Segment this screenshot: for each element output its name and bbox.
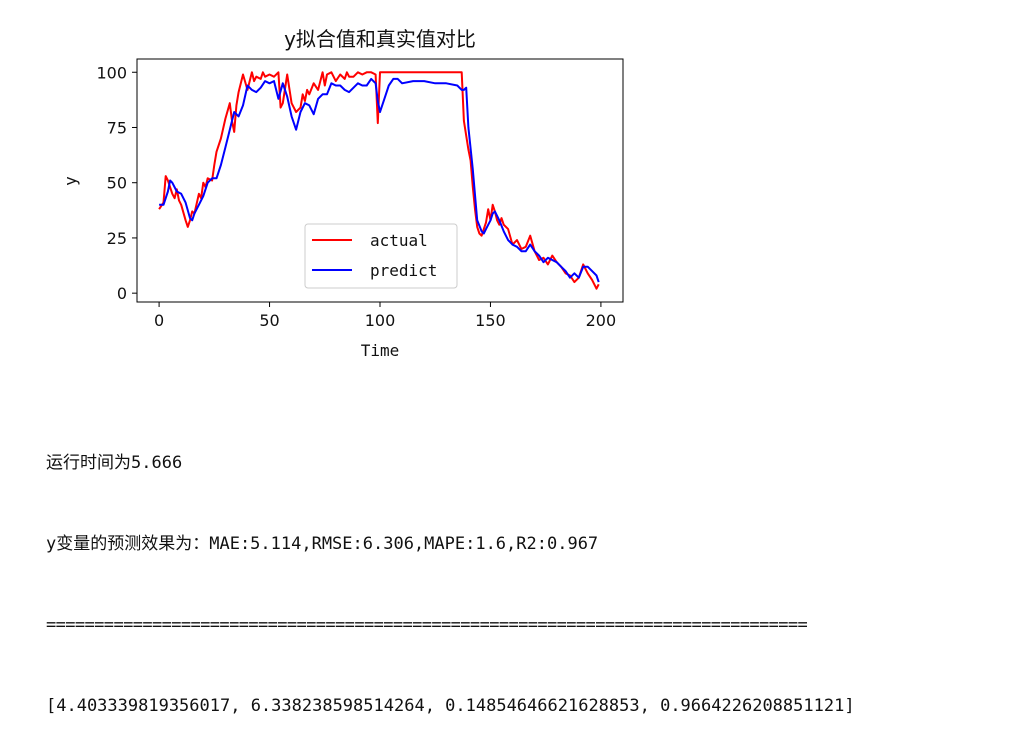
y-tick-label: 100 <box>96 63 127 82</box>
y-axis-label: y <box>61 176 80 186</box>
y-tick-label: 0 <box>117 284 127 303</box>
separator-line: ========================================… <box>46 615 808 635</box>
x-tick-label: 0 <box>154 311 164 330</box>
series-line-predict <box>159 77 600 283</box>
x-axis-label: Time <box>361 341 400 360</box>
legend-label-predict: predict <box>370 261 437 280</box>
x-tick-label: 150 <box>475 311 506 330</box>
runtime-text: 运行时间为5.666 <box>46 453 183 473</box>
line-chart: y拟合值和真实值对比 0 50 100 150 200 0 25 50 75 100 Time y… <box>61 27 624 360</box>
axis-ticks: 0 50 100 150 200 0 25 50 75 100 <box>96 63 616 330</box>
result-list-text: [4.403339819356017, 6.338238598514264, 0… <box>46 696 855 716</box>
x-tick-label: 100 <box>365 311 396 330</box>
series-lines <box>158 71 600 290</box>
y-tick-label: 75 <box>107 118 127 137</box>
legend: actual predict <box>304 223 458 289</box>
x-tick-label: 200 <box>586 311 617 330</box>
metrics-text: y变量的预测效果为：MAE:5.114,RMSE:6.306,MAPE:1.6,… <box>46 534 599 554</box>
chart-container: y拟合值和真实值对比 0 50 100 150 200 0 25 50 75 100 Time y… <box>0 0 700 380</box>
chart-title: y拟合值和真实值对比 <box>284 27 476 51</box>
series-line-actual <box>158 71 600 290</box>
y-tick-label: 25 <box>107 229 127 248</box>
console-output: 运行时间为5.666 y变量的预测效果为：MAE:5.114,RMSE:6.30… <box>46 396 855 747</box>
legend-label-actual: actual <box>370 231 428 250</box>
y-tick-label: 50 <box>107 174 127 193</box>
x-tick-label: 50 <box>259 311 279 330</box>
